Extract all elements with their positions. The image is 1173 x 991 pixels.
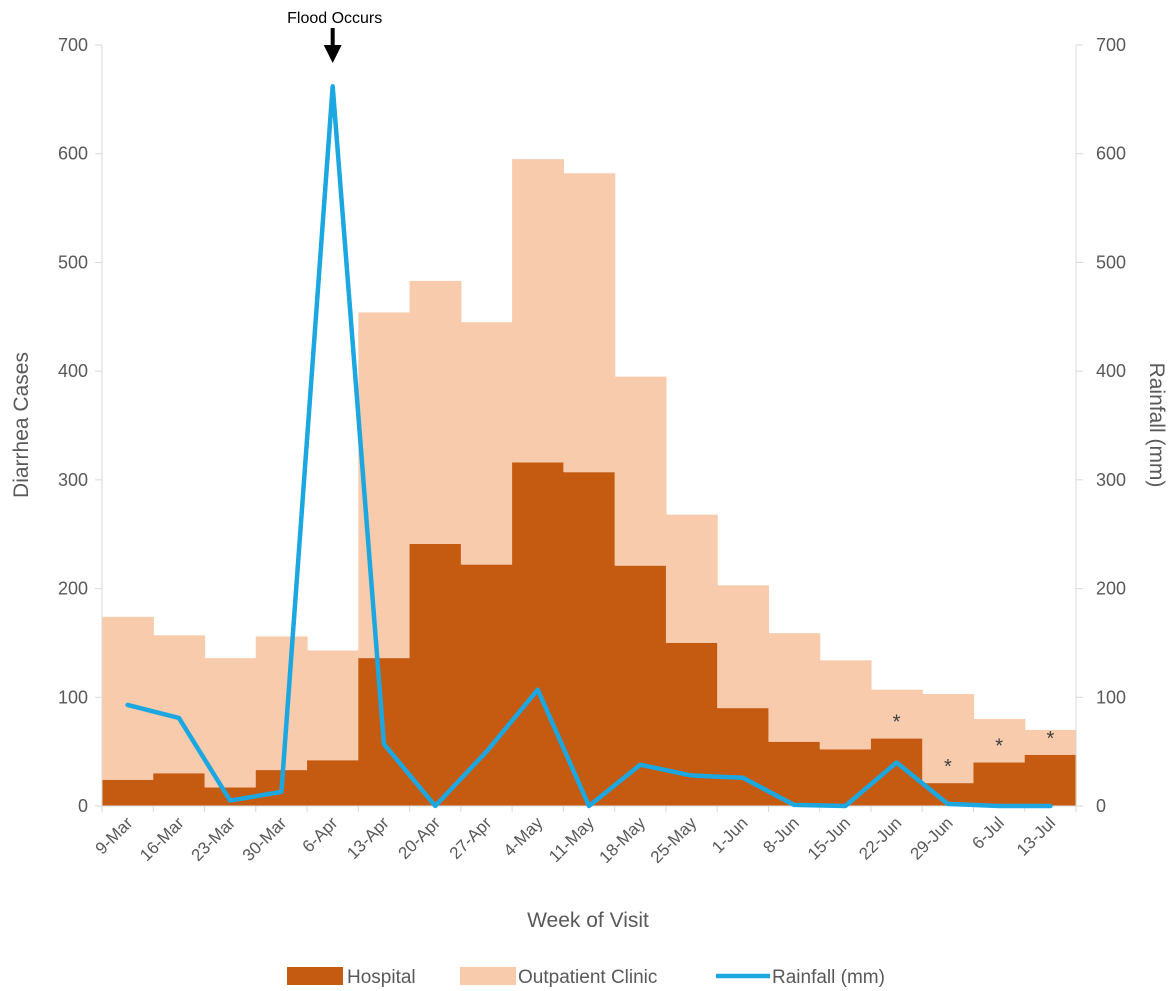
hospital-bar <box>1024 754 1077 806</box>
legend: Hospital Outpatient Clinic Rainfall (mm) <box>287 967 885 988</box>
outpatient-bar <box>973 719 1026 763</box>
y2-tick-label: 100 <box>1096 687 1126 707</box>
legend-label-hospital: Hospital <box>347 967 416 988</box>
y2-tick-label: 700 <box>1096 35 1126 55</box>
y-tick-label: 500 <box>58 252 88 272</box>
x-tick-label: 18-May <box>596 813 650 867</box>
x-tick-label: 1-Jun <box>708 813 752 857</box>
outpatient-bar <box>102 616 154 780</box>
y-tick-label: 100 <box>58 687 88 707</box>
legend-label-rainfall: Rainfall (mm) <box>772 967 885 988</box>
x-tick-label: 6-Jul <box>968 813 1007 852</box>
x-tick-label: 22-Jun <box>855 813 905 863</box>
y2-tick-label: 600 <box>1096 144 1126 164</box>
hospital-bar <box>870 738 923 806</box>
outpatient-bar <box>255 636 308 771</box>
y-tick-label: 700 <box>58 35 88 55</box>
y-tick-label: 400 <box>58 361 88 381</box>
outpatient-bar <box>922 694 975 784</box>
x-tick-label: 8-Jun <box>759 813 803 857</box>
hospital-bar <box>102 779 154 806</box>
outpatient-bar <box>460 322 513 565</box>
outpatient-bar <box>358 312 411 659</box>
hospital-bar <box>563 472 616 806</box>
x-tick-label: 15-Jun <box>804 813 854 863</box>
rainfall-line-layer <box>125 84 1053 809</box>
x-tick-label: 30-Mar <box>239 813 291 865</box>
outpatient-bar <box>665 514 718 643</box>
x-tick-label: 13-Apr <box>343 813 393 863</box>
legend-label-outpatient: Outpatient Clinic <box>518 967 657 988</box>
outpatient-bar <box>870 689 923 739</box>
hospital-bar <box>460 564 513 806</box>
flood-annotation-label: Flood Occurs <box>287 10 382 27</box>
y2-axis-title: Rainfall (mm) <box>1145 363 1168 488</box>
hospital-bar <box>409 543 462 806</box>
y-tick-label: 300 <box>58 470 88 490</box>
outpatient-bar <box>409 280 462 544</box>
hospital-bar <box>922 783 975 806</box>
x-tick-label: 4-May <box>500 813 547 860</box>
y-tick-label: 600 <box>58 144 88 164</box>
outpatient-bar <box>512 159 564 463</box>
x-axis-title: Week of Visit <box>527 909 649 932</box>
hospital-bar <box>153 773 206 806</box>
y-axis-title: Diarrhea Cases <box>10 352 33 498</box>
outpatient-bar <box>614 376 667 566</box>
outpatient-bar <box>1024 729 1077 755</box>
y2-tick-label: 0 <box>1096 796 1106 816</box>
hospital-bar <box>204 787 257 806</box>
x-tick-label: 23-Mar <box>187 813 239 865</box>
x-tick-label: 13-Jul <box>1013 813 1059 859</box>
hospital-bar <box>665 642 718 806</box>
axis-labels-layer: Diarrhea Cases Rainfall (mm) Week of Vis… <box>10 352 1168 932</box>
y2-tick-label: 300 <box>1096 470 1126 490</box>
y2-tick-label: 500 <box>1096 252 1126 272</box>
outpatient-bar <box>717 585 770 709</box>
outpatient-bar <box>153 635 206 774</box>
flood-arrow-icon <box>323 45 342 63</box>
outpatient-bar <box>819 660 872 750</box>
hospital-bar <box>307 760 359 806</box>
hospital-bar <box>512 462 564 806</box>
x-tick-label: 9-Mar <box>92 813 137 858</box>
outpatient-bar <box>204 658 257 788</box>
y-tick-label: 0 <box>78 796 88 816</box>
y2-tick-label: 400 <box>1096 361 1126 381</box>
hospital-bar <box>973 762 1026 806</box>
outpatient-bar <box>307 650 359 761</box>
legend-swatch-hospital <box>287 967 343 985</box>
asterisk-mark: * <box>944 756 952 778</box>
hospital-bar <box>819 749 872 806</box>
x-tick-label: 29-Jun <box>906 813 956 863</box>
asterisk-mark: * <box>1046 728 1054 750</box>
annotation-layer: Flood Occurs * * * * <box>287 10 1054 778</box>
outpatient-bar <box>563 173 616 473</box>
x-tick-label: 27-Apr <box>446 813 496 863</box>
hospital-bar <box>717 708 770 806</box>
x-tick-label: 16-Mar <box>136 813 188 865</box>
y2-tick-label: 200 <box>1096 579 1126 599</box>
x-tick-label: 25-May <box>647 813 701 867</box>
bar-layer <box>102 159 1077 806</box>
asterisk-mark: * <box>995 736 1003 758</box>
outpatient-bar <box>768 633 821 742</box>
x-tick-label: 20-Apr <box>395 813 445 863</box>
x-tick-label: 11-May <box>545 813 598 866</box>
x-tick-label: 6-Apr <box>299 813 342 856</box>
legend-swatch-outpatient <box>460 967 516 985</box>
asterisk-mark: * <box>893 712 901 734</box>
y-tick-label: 200 <box>58 579 88 599</box>
